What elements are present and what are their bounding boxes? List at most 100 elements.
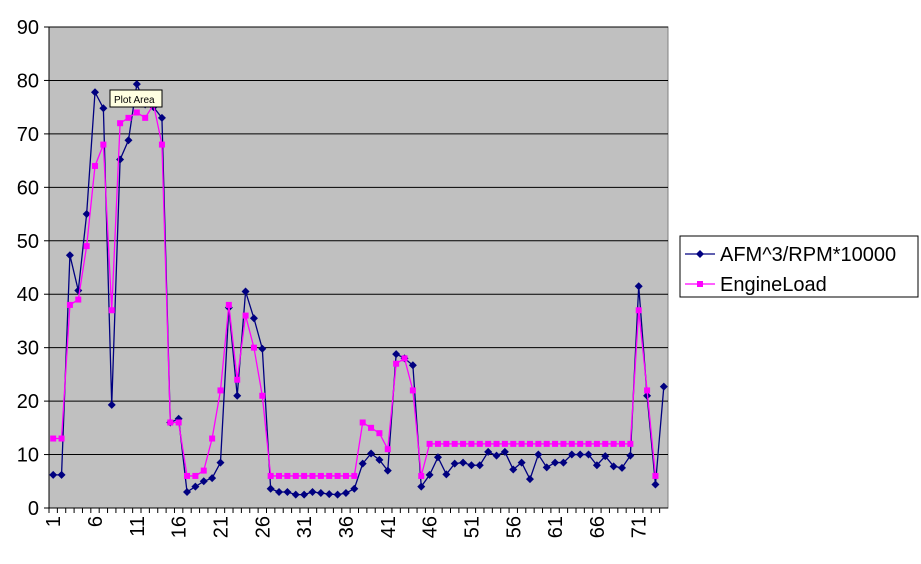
point [517,458,526,467]
point [518,440,525,447]
point [493,440,500,447]
point [108,307,115,314]
point [234,376,241,383]
point [426,440,433,447]
tooltip-box [109,89,163,108]
point [501,440,508,447]
point [91,88,100,97]
legend-marker [697,281,703,287]
y-tick-label: 30 [17,338,39,360]
point [484,447,493,456]
point [208,474,217,483]
x-tick-label: 66 [587,516,609,538]
point [384,446,391,453]
point [209,435,216,442]
point [602,440,609,447]
point [100,141,107,148]
point [551,458,560,467]
point [275,487,284,496]
x-tick-label: 51 [461,516,483,538]
point [492,451,501,460]
point [368,424,375,431]
x-tick-label: 56 [503,516,525,538]
point [383,466,392,475]
point [392,350,401,359]
point [525,475,534,484]
point [300,490,309,499]
point [359,419,366,426]
legend-box [679,235,919,298]
point [485,440,492,447]
y-tick-label: 60 [17,177,39,199]
point [577,440,584,447]
point [418,472,425,479]
point [333,490,342,499]
point [451,440,458,447]
point [99,104,108,113]
point [534,450,543,459]
point [375,455,384,464]
point [83,243,90,250]
point [567,450,576,459]
point [592,461,601,470]
point [192,472,199,479]
point [309,472,316,479]
point [284,472,291,479]
point [459,458,468,467]
point [326,472,333,479]
point [158,141,165,148]
x-tick-label: 41 [378,516,400,538]
point [376,430,383,437]
x-tick-label: 11 [127,516,149,537]
point [468,440,475,447]
y-tick-label: 70 [17,124,39,146]
point [283,487,292,496]
point [651,480,660,489]
point [618,440,625,447]
point [199,477,208,486]
point [233,391,242,400]
point [509,465,518,474]
point [358,459,367,468]
point [50,435,57,442]
point [542,463,551,472]
point [291,490,300,499]
point [434,440,441,447]
point [317,472,324,479]
point [92,162,99,169]
point [217,387,224,394]
y-tick-label: 90 [17,17,39,39]
point [191,482,200,491]
point [408,361,417,370]
point [167,419,174,426]
point [475,461,484,470]
point [184,472,191,479]
point [433,453,442,462]
point [342,472,349,479]
point [350,484,359,493]
point [49,470,58,479]
point [266,484,275,493]
y-tick-label: 20 [17,391,39,413]
point [241,287,250,296]
x-tick-label: 31 [294,516,316,538]
point [125,114,132,121]
point [341,489,350,498]
point [276,472,283,479]
point [585,440,592,447]
point [258,344,267,353]
point [425,470,434,479]
point [617,463,626,472]
point [442,470,451,479]
point [124,136,133,145]
point [308,487,317,496]
x-tick-label: 61 [545,516,567,538]
point [417,482,426,491]
point [510,440,517,447]
point [58,435,65,442]
point [183,487,192,496]
point [75,296,82,303]
x-tick-label: 71 [629,516,651,538]
point [107,400,116,409]
